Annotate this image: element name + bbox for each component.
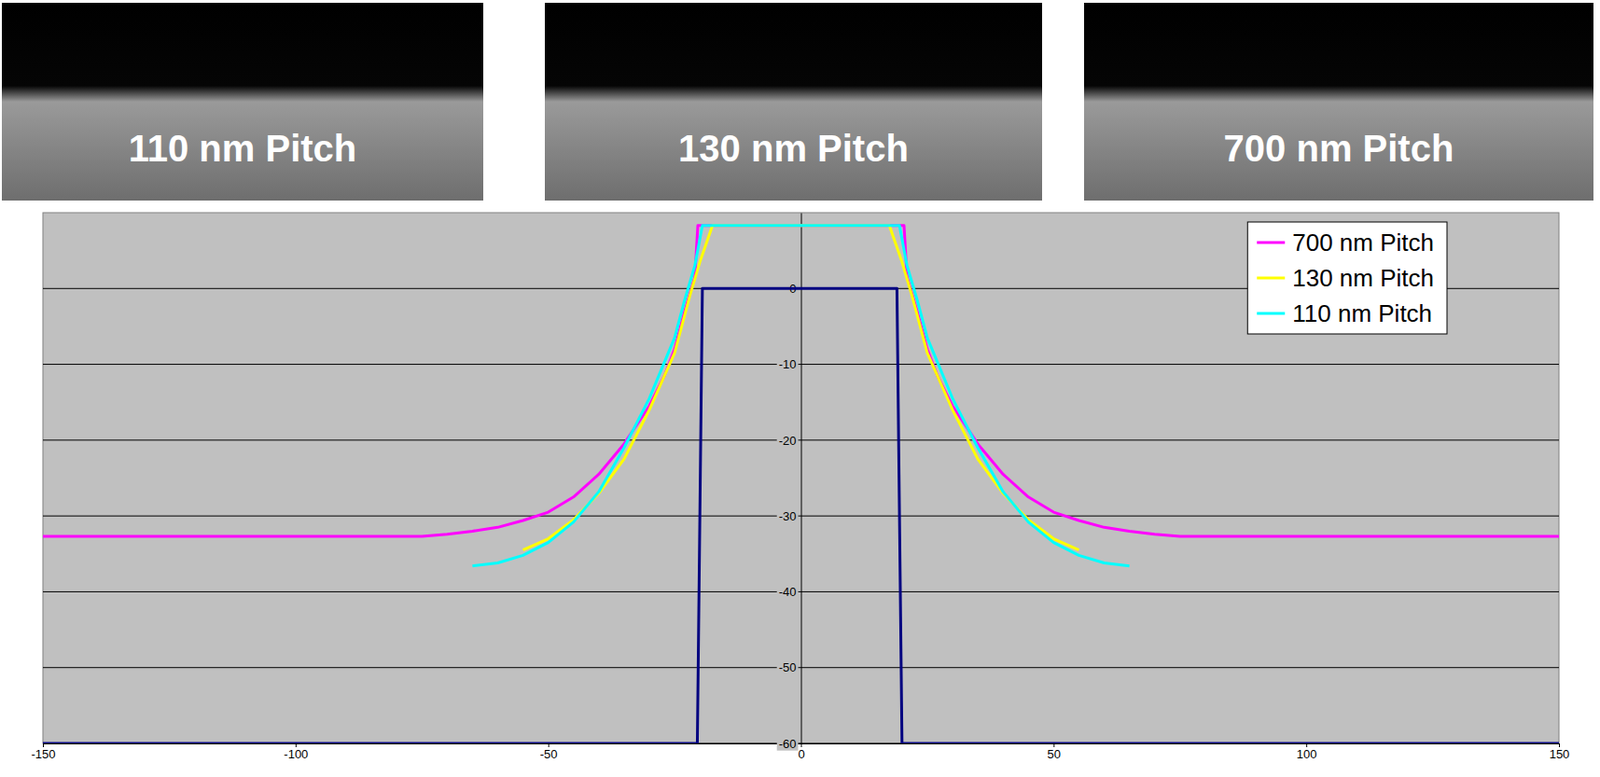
tick-label-patch xyxy=(777,584,799,599)
y-axis-line xyxy=(801,213,803,745)
legend-label: 130 nm Pitch xyxy=(1292,264,1434,293)
x-tick: 50 xyxy=(1047,743,1061,762)
series-line xyxy=(42,225,1559,537)
y-tick-label: -30 xyxy=(779,509,797,524)
x-tick: 0 xyxy=(797,743,805,762)
tick-label-patch xyxy=(777,357,799,372)
inset-label: 130 nm Pitch xyxy=(678,127,909,169)
y-axis: -60-50-40-30-20-100 xyxy=(777,213,802,752)
inset-image xyxy=(1,2,484,201)
legend-swatch xyxy=(1256,312,1285,316)
x-tick-label: -150 xyxy=(30,747,56,762)
x-tick: 100 xyxy=(1296,743,1318,762)
y-tick: -30 xyxy=(777,509,802,524)
tick-label-patch xyxy=(777,660,799,675)
inset-panel: 130 nm Pitch xyxy=(544,2,1043,201)
inset-panel: 700 nm Pitch xyxy=(1084,2,1594,201)
y-tick-label: -40 xyxy=(779,584,797,599)
inset-label: 110 nm Pitch xyxy=(128,127,358,169)
y-tick: -50 xyxy=(777,660,802,675)
plot-frame xyxy=(42,212,1559,744)
tick-label-patch xyxy=(777,433,799,448)
legend: 700 nm Pitch 130 nm Pitch 110 nm Pitch xyxy=(1247,222,1447,334)
y-tick-label: -60 xyxy=(779,737,797,752)
x-tick-label: -100 xyxy=(283,747,308,762)
legend-label: 700 nm Pitch xyxy=(1292,228,1434,257)
legend-label: 110 nm Pitch xyxy=(1292,299,1433,328)
tick-label-patch xyxy=(777,737,799,752)
legend-box xyxy=(1247,222,1447,334)
series-line xyxy=(42,288,1559,744)
x-axis: -150 -100 -50 0 50 100 150 xyxy=(30,743,1570,762)
y-tick: -40 xyxy=(777,584,802,599)
y-tick: -10 xyxy=(777,357,802,372)
y-tick-label: -20 xyxy=(779,433,797,448)
legend-swatch xyxy=(1256,241,1285,245)
tick-label-patch xyxy=(777,509,799,524)
x-tick-label: 150 xyxy=(1549,747,1571,762)
x-tick: -150 xyxy=(30,743,56,762)
inset-panel: 110 nm Pitch xyxy=(1,2,484,201)
y-tick-label: -50 xyxy=(779,660,797,675)
x-tick-label: 100 xyxy=(1296,747,1318,762)
chart: 110 nm Pitch 130 nm Pitch 700 nm Pitch -150… xyxy=(0,0,1600,777)
series-line xyxy=(523,225,1080,551)
x-tick-label: 0 xyxy=(797,747,805,762)
y-tick: -20 xyxy=(777,433,802,448)
x-tick-label: -50 xyxy=(540,747,558,762)
x-tick: -100 xyxy=(283,743,308,762)
x-tick: -50 xyxy=(540,743,558,762)
y-tick: -60 xyxy=(777,737,802,752)
series-group xyxy=(42,225,1559,744)
x-tick-label: 50 xyxy=(1047,747,1061,762)
y-tick-label: -10 xyxy=(779,357,797,372)
inset-image xyxy=(544,2,1043,201)
x-tick: 150 xyxy=(1549,743,1571,762)
inset-label: 700 nm Pitch xyxy=(1224,127,1455,169)
series-line xyxy=(472,225,1129,567)
legend-swatch xyxy=(1256,277,1285,280)
inset-image xyxy=(1084,2,1594,201)
